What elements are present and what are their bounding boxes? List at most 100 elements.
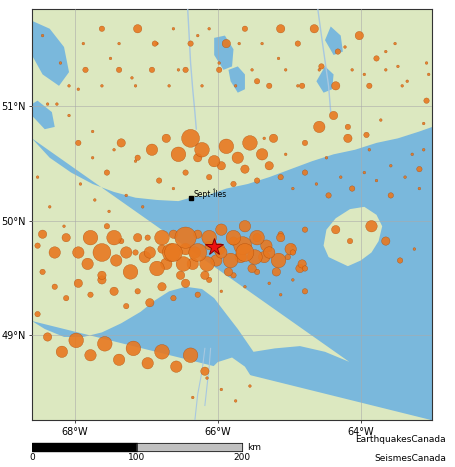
Point [116,356,123,363]
Point [191,249,198,256]
Point [172,363,180,370]
Point [206,276,213,283]
Point [146,249,153,256]
Point [132,157,139,165]
Point [246,382,253,390]
Point [411,245,418,253]
Point [187,40,194,47]
Point [277,25,284,33]
Point [287,245,294,253]
Point [294,82,302,90]
Point [425,71,432,78]
Point [263,242,270,249]
Point [361,71,368,78]
Point [132,249,139,256]
Point [72,337,80,344]
Point [170,185,177,192]
Point [66,112,73,119]
Point [241,25,248,33]
Point [311,25,318,33]
Point [182,234,189,241]
Point [373,55,380,62]
Point [373,177,380,184]
Point [230,272,237,279]
Point [158,234,166,241]
Text: SeismesCanada: SeismesCanada [374,454,446,463]
Point [420,146,427,154]
Point [106,208,113,215]
Point [89,128,96,135]
Point [117,139,125,147]
Point [194,231,202,238]
Point [261,253,268,261]
Point [162,260,170,268]
Point [344,123,352,131]
Point [253,268,261,276]
Text: 0: 0 [29,453,35,462]
Point [344,134,352,142]
Point [294,40,302,47]
Point [111,288,118,295]
Point [170,25,177,33]
Point [298,82,306,90]
Point [241,249,248,256]
Point [175,150,182,158]
Point [284,253,292,261]
Point [201,368,208,375]
Text: 200: 200 [233,453,251,462]
Point [62,294,70,302]
Point [194,249,202,256]
Point [266,245,273,253]
Point [162,134,170,142]
Point [89,154,96,162]
Point [296,265,303,272]
Text: Sept-Îles: Sept-Îles [193,188,227,198]
Point [194,32,202,39]
Point [325,191,332,199]
Point [289,276,297,283]
Point [170,294,177,302]
Point [420,120,427,127]
Point [409,150,416,158]
Point [341,43,349,51]
Point [203,260,211,268]
Point [189,260,197,268]
Point [248,66,256,74]
Text: km: km [248,443,262,452]
Point [346,237,354,245]
Point [130,345,137,352]
Point [203,375,211,382]
Point [253,234,261,241]
Point [382,66,389,74]
Point [153,265,161,272]
Point [382,48,389,55]
Point [404,78,411,85]
Point [148,66,156,74]
Point [122,249,130,256]
Point [377,116,384,124]
Point [39,268,46,276]
Point [182,245,189,253]
Point [111,146,118,154]
Point [282,66,289,74]
Point [198,82,206,90]
Point [253,177,261,184]
Point [273,268,280,276]
Point [217,288,225,295]
Polygon shape [32,21,69,86]
Polygon shape [324,207,382,266]
Point [116,66,123,74]
Point [266,82,273,90]
Point [82,66,89,74]
Point [122,303,130,310]
Point [153,40,161,47]
Point [237,253,244,261]
Point [275,257,282,264]
Point [356,32,363,39]
Point [313,180,320,188]
Point [227,257,234,264]
Point [158,283,166,290]
Point [128,74,136,82]
Point [361,169,368,177]
Point [222,40,230,47]
